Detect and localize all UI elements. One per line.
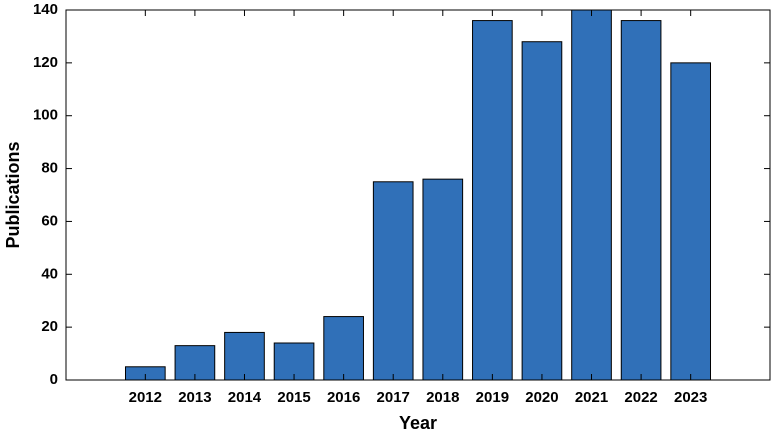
bar (224, 331, 265, 381)
y-tick-label: 120 (33, 54, 58, 71)
bar (521, 41, 563, 381)
x-tick-label: 2019 (476, 389, 509, 406)
x-tick-label: 2017 (377, 389, 410, 406)
x-tick-label: 2018 (426, 389, 459, 406)
x-tick-label: 2014 (228, 389, 262, 406)
x-tick-label: 2023 (674, 389, 707, 406)
y-tick-label: 0 (50, 371, 58, 388)
bar (571, 9, 612, 381)
y-tick-label: 20 (41, 318, 58, 335)
y-tick-label: 60 (41, 212, 58, 229)
bar (372, 181, 414, 381)
bar (670, 62, 712, 381)
x-tick-label: 2021 (575, 389, 608, 406)
bar (620, 20, 662, 381)
x-tick-label: 2013 (178, 389, 211, 406)
x-axis-label: Year (399, 413, 437, 433)
y-axis-label: Publications (3, 141, 23, 248)
bar (323, 316, 364, 381)
x-tick-label: 2016 (327, 389, 360, 406)
y-tick-label: 80 (41, 160, 58, 177)
y-tick-label: 100 (33, 107, 58, 124)
bar (422, 178, 464, 381)
bar (472, 20, 513, 381)
x-tick-label: 2015 (277, 389, 310, 406)
x-tick-label: 2020 (525, 389, 558, 406)
x-tick-label: 2012 (129, 389, 162, 406)
y-tick-label: 140 (33, 1, 58, 18)
x-tick-label: 2022 (624, 389, 657, 406)
y-tick-label: 40 (41, 265, 58, 282)
plot-frame (65, 9, 771, 381)
